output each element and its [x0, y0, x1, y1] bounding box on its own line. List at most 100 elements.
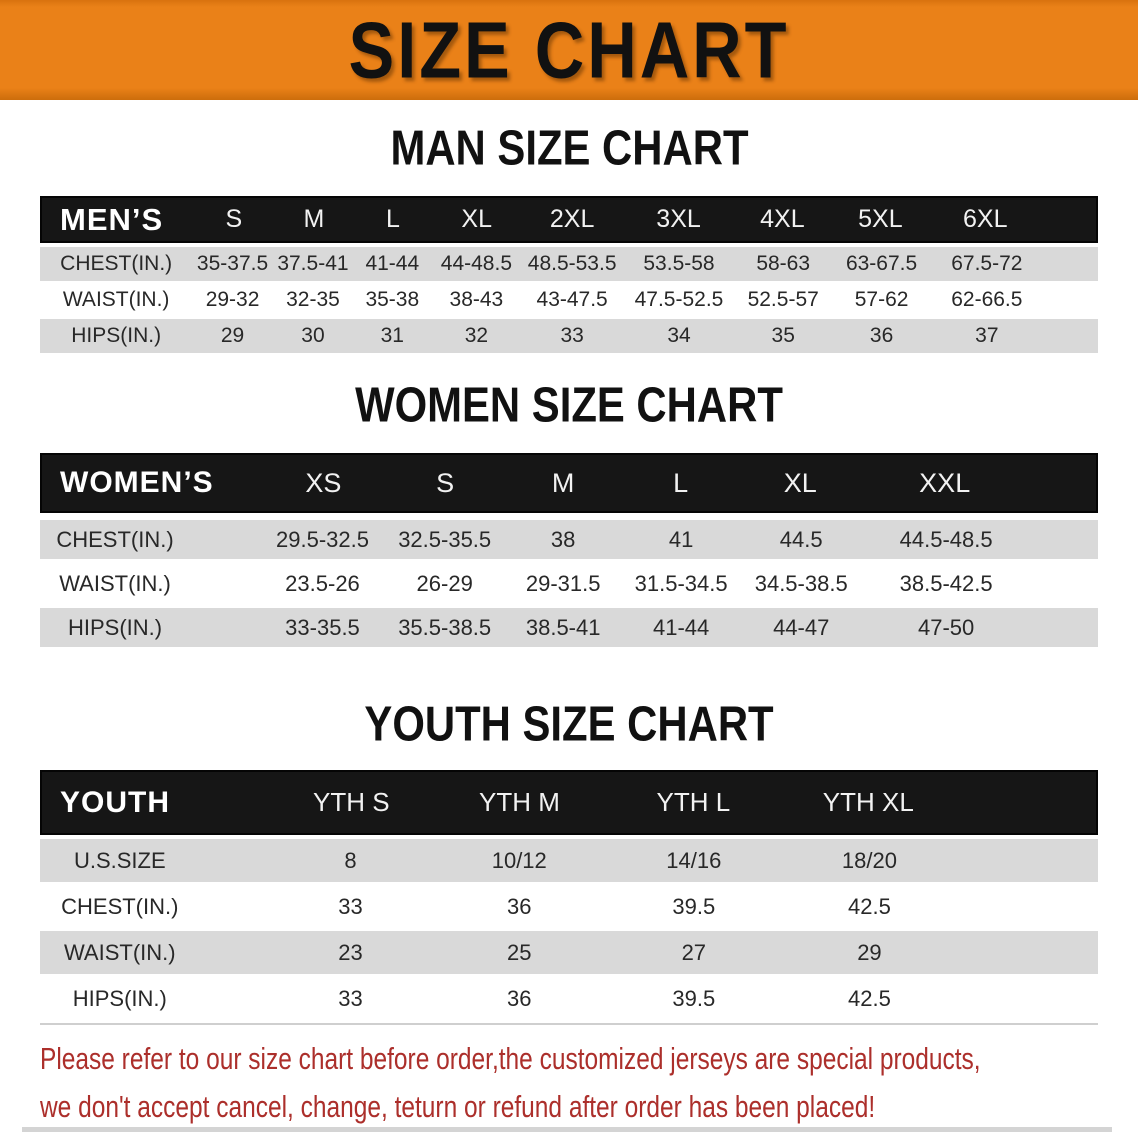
size-value-cell: 25 — [507, 939, 532, 965]
size-value-cell: 36 — [507, 985, 532, 1011]
size-value-cell: 67.5-72 — [951, 252, 1023, 275]
size-value-cell: 42.5 — [848, 985, 891, 1011]
table-group-label: YOUTH — [60, 785, 170, 819]
size-column-header: YTH M — [478, 787, 560, 817]
table-group-label: WOMEN’S — [60, 466, 214, 499]
row-measure-label: WAIST(IN.) — [62, 288, 170, 311]
size-column-header: L — [673, 467, 689, 498]
size-value-cell: 34.5-38.5 — [754, 570, 848, 596]
size-value-cell: 38-43 — [449, 288, 504, 311]
size-column-header: M — [303, 205, 325, 233]
row-measure-label: CHEST(IN.) — [56, 526, 174, 552]
row-measure-label: CHEST(IN.) — [60, 252, 173, 275]
size-value-cell: 29-31.5 — [525, 570, 601, 596]
banner-title: SIZE CHART — [348, 5, 790, 95]
size-column-header: S — [436, 467, 455, 498]
man-section-heading-text: MAN SIZE CHART — [389, 119, 749, 176]
order-notice: Please refer to our size chart before or… — [40, 1038, 1130, 1132]
size-value-cell: 34 — [667, 324, 691, 347]
table-row: WAIST(IN.) 23 25 27 29 — [40, 931, 1098, 974]
row-measure-label: HIPS(IN.) — [72, 985, 167, 1011]
size-value-cell: 30 — [301, 324, 325, 347]
size-value-cell: 37 — [975, 324, 999, 347]
size-value-cell: 44-48.5 — [440, 252, 513, 275]
size-value-cell: 36 — [507, 893, 532, 919]
table-row: WAIST(IN.) 29-32 32-35 35-38 38-43 43-47.5 47.… — [40, 283, 1098, 317]
women-section-heading: WOMEN SIZE CHART — [0, 376, 1138, 433]
size-value-cell: 44.5-48.5 — [899, 526, 993, 552]
size-column-header: XXL — [919, 467, 971, 498]
table-header-row: WOMEN’S XS S M L XL XXL — [40, 453, 1098, 513]
row-measure-label: U.S.SIZE — [73, 847, 166, 873]
size-value-cell: 31.5-34.5 — [634, 570, 728, 596]
table-row: HIPS(IN.) 33 36 39.5 42.5 — [40, 977, 1098, 1020]
size-value-cell: 38.5-42.5 — [899, 570, 993, 596]
size-value-cell: 33 — [338, 985, 363, 1011]
size-value-cell: 41-44 — [652, 614, 710, 640]
size-column-header: 2XL — [549, 205, 595, 233]
row-measure-label: WAIST(IN.) — [63, 939, 176, 965]
table-row: CHEST(IN.) 29.5-32.5 32.5-35.5 38 41 44.5 44.5… — [40, 520, 1098, 559]
notice-line-1: Please refer to our size chart before or… — [40, 1041, 981, 1076]
size-chart-banner: SIZE CHART — [0, 0, 1138, 100]
mens-size-table: MEN’S S M L XL 2XL 3XL 4XL 5XL 6XL CHEST(IN.) 35-37… — [40, 196, 1098, 355]
size-value-cell: 58-63 — [756, 252, 811, 275]
size-value-cell: 33-35.5 — [285, 614, 360, 640]
size-value-cell: 52.5-57 — [747, 288, 819, 311]
man-section-heading: MAN SIZE CHART — [0, 119, 1138, 176]
women-section-heading-text: WOMEN SIZE CHART — [355, 376, 783, 433]
size-column-header: S — [225, 205, 243, 233]
table-row: WAIST(IN.) 23.5-26 26-29 29-31.5 31.5-34.5 34… — [40, 564, 1098, 603]
notice-line-2: we don't accept cancel, change, teturn o… — [40, 1089, 876, 1124]
size-value-cell: 44-47 — [773, 614, 830, 640]
table-row: CHEST(IN.) 35-37.5 37.5-41 41-44 44-48.5 48.5… — [40, 247, 1098, 281]
size-value-cell: 8 — [344, 847, 357, 873]
size-value-cell: 44.5 — [779, 526, 823, 552]
size-value-cell: 53.5-58 — [643, 252, 715, 275]
size-value-cell: 35 — [771, 324, 795, 347]
size-value-cell: 35-37.5 — [196, 252, 269, 275]
size-value-cell: 23.5-26 — [285, 570, 360, 596]
size-value-cell: 29 — [857, 939, 882, 965]
row-measure-label: WAIST(IN.) — [59, 570, 171, 596]
row-measure-label: HIPS(IN.) — [67, 614, 163, 640]
size-value-cell: 39.5 — [672, 985, 716, 1011]
size-value-cell: 47.5-52.5 — [634, 288, 724, 311]
size-value-cell: 32-35 — [286, 288, 340, 311]
size-value-cell: 32 — [464, 324, 489, 347]
size-value-cell: 39.5 — [672, 893, 716, 919]
size-column-header: 6XL — [963, 205, 1008, 233]
size-value-cell: 29 — [220, 324, 245, 347]
size-value-cell: 47-50 — [918, 614, 975, 640]
table-row: HIPS(IN.) 33-35.5 35.5-38.5 38.5-41 41-44 44-… — [40, 608, 1098, 647]
size-value-cell: 26-29 — [416, 570, 473, 596]
size-column-header: XL — [783, 467, 817, 498]
size-value-cell: 36 — [869, 324, 894, 347]
size-value-cell: 31 — [380, 324, 404, 347]
size-column-header: 5XL — [858, 205, 903, 233]
size-value-cell: 18/20 — [841, 847, 897, 873]
size-value-cell: 35-38 — [365, 288, 420, 311]
size-value-cell: 29.5-32.5 — [276, 526, 369, 552]
size-value-cell: 23 — [338, 939, 363, 965]
size-column-header: YTH S — [313, 787, 390, 817]
size-value-cell: 43-47.5 — [536, 288, 608, 311]
table-header-row: YOUTH YTH S YTH M YTH L YTH XL — [40, 770, 1098, 835]
size-value-cell: 37.5-41 — [277, 252, 349, 275]
womens-size-table: WOMEN’S XS S M L XL XXL CHEST(IN.) 29.5-32.5 32.5… — [40, 453, 1098, 652]
youth-section-heading-text: YOUTH SIZE CHART — [364, 695, 774, 752]
size-value-cell: 57-62 — [854, 288, 909, 311]
size-column-header: 4XL — [760, 205, 805, 233]
size-value-cell: 14/16 — [666, 847, 722, 873]
size-value-cell: 62-66.5 — [951, 288, 1023, 311]
size-column-header: M — [551, 467, 575, 498]
size-value-cell: 35.5-38.5 — [398, 614, 492, 640]
size-value-cell: 29-32 — [205, 288, 260, 311]
youth-size-table: YOUTH YTH S YTH M YTH L YTH XL U.S.SIZE 8 10/12… — [40, 770, 1098, 1025]
size-value-cell: 63-67.5 — [845, 252, 918, 275]
size-value-cell: 38.5-41 — [525, 614, 601, 640]
table-row: U.S.SIZE 8 10/12 14/16 18/20 — [40, 839, 1098, 882]
bottom-edge-strip — [22, 1127, 1112, 1132]
size-value-cell: 42.5 — [848, 893, 891, 919]
